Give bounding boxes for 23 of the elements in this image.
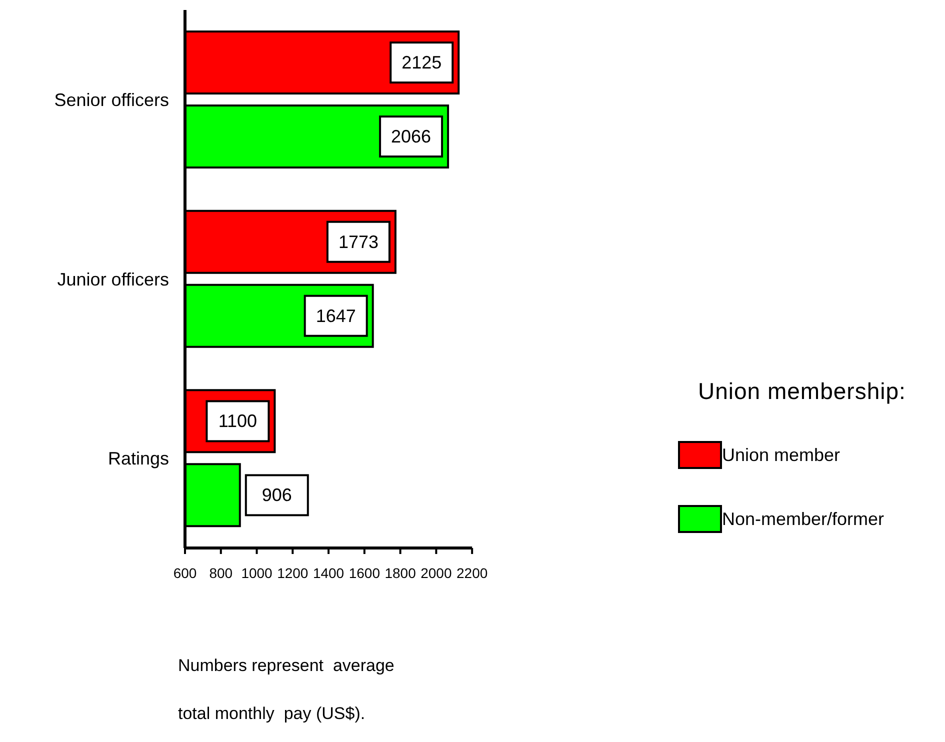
data-label: 1647 [316, 306, 356, 326]
x-tick-label: 1400 [312, 565, 344, 581]
x-tick-label: 2000 [420, 565, 452, 581]
x-tick-label: 1200 [277, 565, 308, 581]
data-label: 906 [262, 485, 292, 506]
data-label: 1773 [338, 232, 378, 252]
y-tick-label: Ratings [108, 448, 169, 469]
x-tick-label: 1600 [348, 565, 380, 581]
data-label: 1100 [218, 411, 258, 432]
text: Numbers represent average [178, 656, 396, 676]
x-tick-label: 2200 [456, 565, 488, 581]
x-tick-label: 1000 [241, 565, 273, 581]
data-label: 2125 [402, 52, 442, 73]
y-tick-label: Senior officers [54, 90, 169, 110]
x-tick-label: 600 [173, 565, 197, 581]
x-tick-label: 1800 [384, 565, 416, 581]
legend-title: Union membership: [698, 378, 906, 405]
text: total monthly pay (US$). [178, 704, 366, 724]
y-tick-label: Junior officers [57, 269, 169, 290]
legend-label: Non-member/former [722, 508, 884, 530]
legend-label: Union member [722, 444, 840, 466]
data-label: 2066 [391, 126, 432, 147]
x-tick-label: 800 [209, 565, 233, 581]
